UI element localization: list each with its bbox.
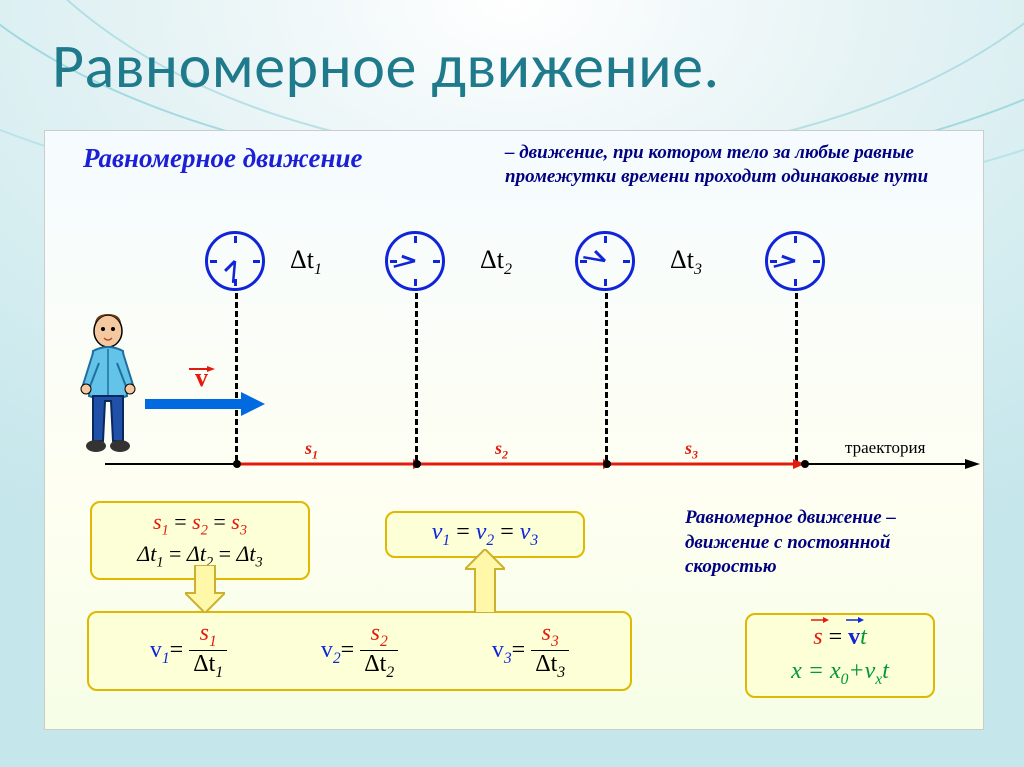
segment-label-2: s2	[495, 438, 508, 463]
velocity-arrow: v	[145, 366, 265, 416]
segment-arrow-3	[603, 456, 807, 472]
segment-arrow-1	[233, 456, 427, 472]
delta-t-label-2: Δt2	[480, 245, 512, 279]
formula-final: s = v t x = x0+vxt	[745, 613, 935, 698]
def2-line1: Равномерное движение –	[685, 506, 896, 531]
definition-text: – движение, при котором тело за любые ра…	[505, 141, 965, 189]
page-title: Равномерное движение.	[52, 28, 720, 104]
trajectory-label: траектория	[845, 438, 925, 458]
clock-3	[575, 231, 635, 291]
content-panel: Равномерное движение – движение, при кот…	[44, 130, 984, 730]
formula-v-fractions: v1= s1Δt1 v2= s2Δt2 v3= s3Δt3	[87, 611, 632, 691]
clock-4	[765, 231, 825, 291]
segment-label-3: s3	[685, 438, 698, 463]
v-fraction-1: v1= s1Δt1	[150, 620, 227, 683]
segment-arrow-2	[413, 456, 617, 472]
clock-dashed-3	[605, 293, 608, 461]
clock-dashed-2	[415, 293, 418, 461]
segment-label-1: s1	[305, 438, 318, 463]
clock-dashed-4	[795, 293, 798, 461]
delta-t-label-1: Δt1	[290, 245, 322, 279]
segment-end-dot	[799, 458, 811, 470]
def2-line3: скоростью	[685, 555, 896, 580]
connector-arrow-1	[185, 565, 225, 613]
v-fraction-2: v2= s2Δt2	[321, 620, 398, 683]
subtitle: Равномерное движение	[83, 143, 363, 174]
diagram-area: Δt1 Δt2 Δt3 v s1 s2 s3	[45, 231, 983, 491]
clock-2	[385, 231, 445, 291]
person-icon	[75, 311, 155, 461]
delta-t-label-3: Δt3	[670, 245, 702, 279]
connector-arrow-2	[465, 549, 505, 613]
eq-s-vt: s = v t	[761, 621, 919, 655]
eq-x: x = x0+vxt	[761, 655, 919, 691]
definition-2: Равномерное движение – движение с постоя…	[685, 506, 896, 580]
def2-line2: движение с постоянной	[685, 531, 896, 556]
clock-1	[205, 231, 265, 291]
v-fraction-3: v3= s3Δt3	[492, 620, 569, 683]
